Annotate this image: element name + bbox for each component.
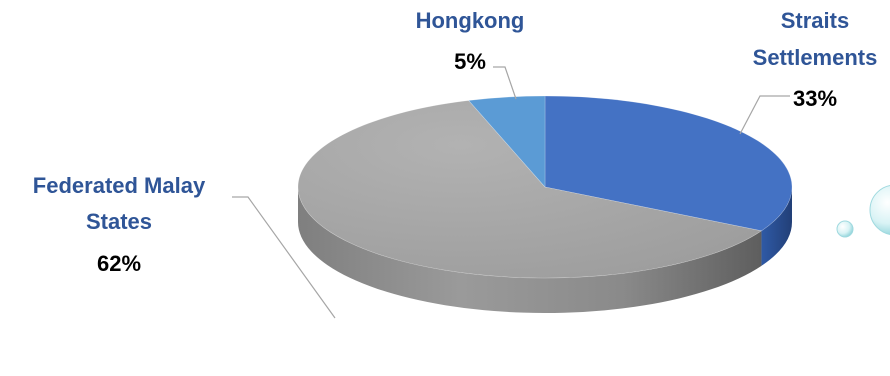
data-label-hongkong: Hongkong 5% bbox=[416, 8, 525, 74]
label-percent-straits-settlements: 33% bbox=[793, 86, 837, 111]
pie-slice-straits-settlements[interactable] bbox=[544, 95, 793, 232]
data-label-federated-malay-states: Federated Malay States 62% bbox=[33, 173, 206, 276]
pie-edge-federated-malay-states bbox=[298, 187, 762, 313]
leader-line-straits-settlements bbox=[739, 95, 790, 135]
pie-slice-hongkong[interactable] bbox=[468, 95, 546, 188]
label-name-straits-settlements: Straits bbox=[781, 8, 849, 33]
label-name-straits-settlements: Settlements bbox=[753, 45, 878, 70]
data-label-straits-settlements: Straits Settlements 33% bbox=[753, 8, 878, 111]
label-name-federated-malay-states: States bbox=[86, 209, 152, 234]
label-percent-federated-malay-states: 62% bbox=[97, 251, 141, 276]
label-name-hongkong: Hongkong bbox=[416, 8, 525, 33]
leader-line-federated-malay-states bbox=[232, 196, 336, 319]
label-percent-hongkong: 5% bbox=[454, 49, 486, 74]
pie-edge-straits-settlements bbox=[761, 187, 792, 266]
leader-line-hongkong bbox=[493, 66, 517, 100]
decorative-bubbles bbox=[836, 185, 890, 238]
pie-slice-federated-malay-states[interactable] bbox=[297, 100, 763, 279]
label-name-federated-malay-states: Federated Malay bbox=[33, 173, 206, 198]
